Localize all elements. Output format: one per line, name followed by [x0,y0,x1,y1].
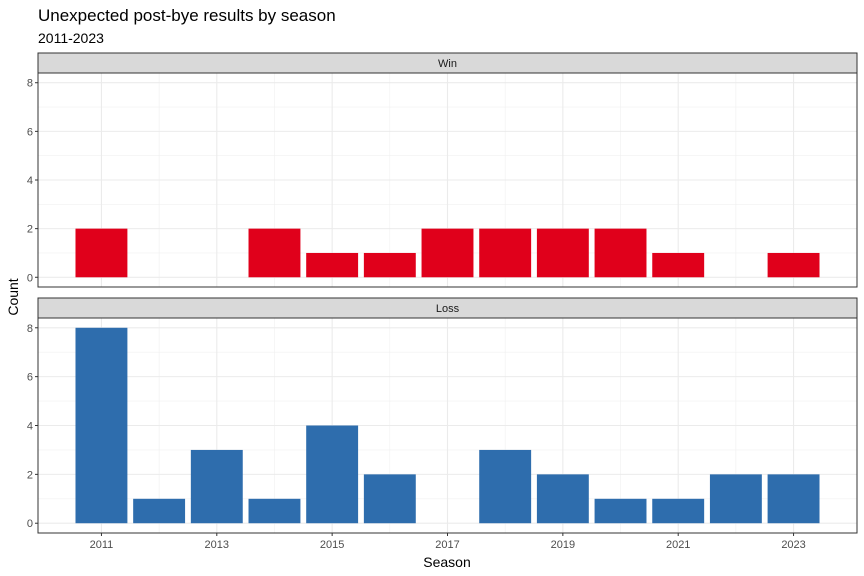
x-tick-label: 2011 [90,539,114,551]
y-tick-label: 6 [27,372,33,384]
x-axis-title: Season [423,554,470,570]
bar-win-2011 [75,228,128,278]
bar-loss-2018 [479,449,532,524]
facet-strip-label: Win [438,58,457,70]
x-tick-label: 2015 [320,539,344,551]
bar-loss-2022 [709,474,762,524]
bar-loss-2015 [306,425,359,524]
y-tick-label: 6 [27,126,33,138]
y-tick-label: 0 [27,272,33,284]
bar-win-2014 [248,228,301,278]
facet-panels: Win 0 2 4 6 8 Loss 0 2 4 6 8 [27,52,858,534]
y-tick-label: 4 [27,421,33,433]
bar-loss-2020 [594,498,647,524]
facet-win: Win 0 2 4 6 8 [27,52,858,288]
y-axis-title: Count [5,278,21,315]
bar-loss-2021 [652,498,705,524]
x-tick-label: 2021 [666,539,690,551]
y-tick-label: 8 [27,323,33,335]
bar-win-2020 [594,228,647,278]
bar-loss-2012 [133,498,186,524]
bar-loss-2016 [363,474,416,524]
x-tick-label: 2019 [551,539,575,551]
bar-win-2017 [421,228,474,278]
bar-loss-2014 [248,498,301,524]
x-tick-label: 2017 [435,539,459,551]
y-tick-label: 4 [27,175,33,187]
bar-loss-2013 [190,449,243,524]
x-axis: 2011 2013 2015 2017 2019 2021 2023 [90,533,806,551]
bar-loss-2023 [767,474,820,524]
bar-win-2018 [479,228,532,278]
x-tick-label: 2013 [205,539,229,551]
bar-win-2023 [767,252,820,278]
y-tick-label: 8 [27,78,33,90]
chart-title: Unexpected post-bye results by season [38,6,336,25]
bar-loss-2011 [75,327,128,524]
bar-win-2019 [536,228,589,278]
bar-loss-2019 [536,474,589,524]
y-tick-label: 2 [27,469,33,481]
panel-border [37,72,858,288]
bar-win-2021 [652,252,705,278]
facet-strip-label: Loss [436,303,460,315]
chart-subtitle: 2011-2023 [38,30,104,46]
y-tick-label: 2 [27,224,33,236]
x-tick-label: 2023 [781,539,805,551]
bar-win-2016 [363,252,416,278]
bar-win-2015 [306,252,359,278]
facet-loss: Loss 0 2 4 6 8 [27,297,858,534]
y-tick-label: 0 [27,518,33,530]
